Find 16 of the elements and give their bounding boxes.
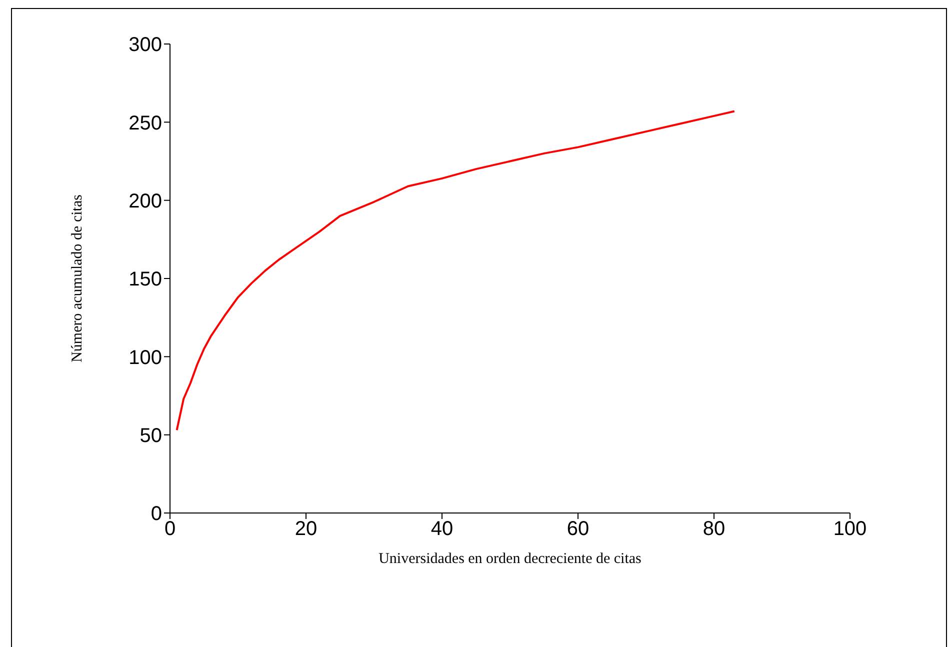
- x-tick-label: 60: [566, 518, 590, 540]
- x-axis-title: Universidades en orden decreciente de citas: [378, 551, 642, 567]
- x-tick-label: 20: [294, 518, 318, 540]
- y-tick-label: 0: [150, 503, 162, 526]
- y-axis-title: Número acumulado de citas: [69, 194, 86, 362]
- x-tick-label: 0: [164, 518, 176, 540]
- line-series: [176, 110, 736, 432]
- y-tick-label: 150: [128, 268, 162, 291]
- x-tick-label: 100: [833, 518, 867, 540]
- y-tick-label: 300: [128, 34, 162, 56]
- y-tick-label: 200: [128, 190, 162, 212]
- y-tick-label: 100: [128, 346, 162, 369]
- x-tick-label: 80: [702, 518, 726, 540]
- y-tick-label: 250: [128, 112, 162, 134]
- y-tick-label: 50: [140, 424, 162, 447]
- x-tick-label: 40: [430, 518, 454, 540]
